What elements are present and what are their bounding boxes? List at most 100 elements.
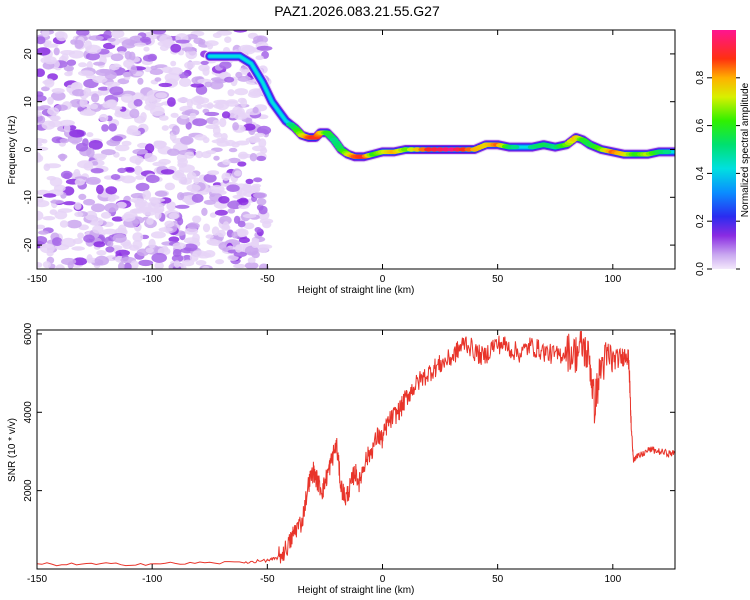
noise-blob <box>38 230 49 235</box>
noise-blob <box>52 237 63 247</box>
noise-blob <box>73 169 81 177</box>
noise-blob <box>107 196 116 202</box>
noise-blob <box>105 81 121 87</box>
noise-blob <box>91 161 99 166</box>
noise-blob <box>72 89 86 97</box>
noise-blob <box>195 260 207 266</box>
noise-blob <box>74 211 84 217</box>
noise-blob <box>37 115 46 124</box>
noise-blob <box>121 140 132 147</box>
noise-blob <box>202 223 211 233</box>
x-tick-label: -150 <box>27 574 47 585</box>
noise-blob <box>84 40 92 51</box>
noise-blob <box>121 39 137 49</box>
noise-blob <box>41 30 50 38</box>
colorbar-strip <box>712 30 736 269</box>
y-tick-label: 2000 <box>23 479 34 502</box>
noise-blob <box>231 231 239 239</box>
noise-blob <box>256 125 272 135</box>
noise-blob <box>249 153 258 162</box>
ridge-point <box>510 144 520 150</box>
noise-blob <box>37 146 49 151</box>
noise-blob <box>63 124 71 133</box>
noise-blob <box>178 177 192 185</box>
noise-blob <box>48 120 63 128</box>
noise-blob <box>64 71 73 77</box>
noise-blob <box>86 132 94 138</box>
noise-blob <box>172 242 186 250</box>
noise-blob <box>108 123 117 132</box>
noise-blob <box>251 250 260 259</box>
noise-blob <box>180 135 194 145</box>
noise-blob <box>128 129 141 136</box>
noise-blob <box>237 161 247 167</box>
noise-blob <box>181 47 197 52</box>
noise-blob <box>238 197 249 206</box>
noise-blob <box>122 241 132 250</box>
noise-blob <box>150 30 167 35</box>
noise-blob <box>44 78 55 88</box>
noise-blob <box>132 148 148 155</box>
noise-blob <box>146 217 154 225</box>
noise-blob <box>83 234 95 243</box>
noise-blob <box>88 140 103 150</box>
noise-blob <box>145 174 160 184</box>
noise-blob <box>145 247 154 254</box>
noise-blob <box>167 148 180 156</box>
noise-blob <box>213 103 225 109</box>
noise-blob <box>37 152 42 162</box>
noise-blob <box>85 176 101 185</box>
noise-blob <box>37 68 45 77</box>
noise-blob <box>102 228 118 235</box>
noise-blob <box>228 147 238 153</box>
noise-blob <box>158 227 173 233</box>
noise-blob <box>201 103 215 108</box>
noise-blob <box>49 177 63 187</box>
x-tick-label: -100 <box>142 574 162 585</box>
noise-blob <box>101 124 109 132</box>
noise-blob <box>142 54 157 62</box>
noise-blob <box>245 178 254 184</box>
noise-blob <box>209 212 217 218</box>
noise-blob <box>43 193 57 198</box>
noise-blob <box>141 95 150 101</box>
noise-blob <box>170 112 179 118</box>
noise-blob <box>233 170 242 177</box>
noise-blob <box>202 67 210 76</box>
snr-panel: -150 -100 -50 0 50 100 2000 4000 6000 Height of … <box>7 322 676 596</box>
y-tick-label: 10 <box>23 96 34 108</box>
noise-blob <box>164 220 175 228</box>
noise-blob <box>66 219 82 229</box>
noise-blob <box>149 68 164 75</box>
noise-blob <box>237 229 247 238</box>
noise-blob <box>224 36 232 43</box>
noise-blob <box>177 192 185 201</box>
noise-blob <box>192 250 207 257</box>
noise-blob <box>78 193 87 200</box>
noise-blob <box>107 37 116 42</box>
noise-blob <box>172 125 180 135</box>
noise-blob <box>206 42 214 50</box>
noise-blob <box>213 155 220 161</box>
noise-blob <box>91 153 108 159</box>
noise-blob <box>214 79 227 84</box>
noise-blob <box>252 185 261 193</box>
noise-blob <box>243 222 255 230</box>
noise-blob <box>144 104 156 111</box>
noise-blob <box>168 212 180 220</box>
noise-blob <box>154 77 162 82</box>
noise-blob <box>121 213 136 222</box>
noise-blob <box>116 46 127 53</box>
noise-blob <box>179 77 192 87</box>
noise-blob <box>167 97 176 107</box>
noise-blob <box>192 118 208 127</box>
noise-blob <box>49 115 61 121</box>
noise-blob <box>183 243 198 252</box>
noise-blob <box>55 264 65 269</box>
snr-ylabel: SNR (10 * v/v) <box>7 418 18 482</box>
noise-blob <box>158 115 169 121</box>
noise-blob <box>129 197 144 203</box>
noise-blob <box>144 66 152 73</box>
noise-blob <box>86 147 95 158</box>
noise-blob <box>205 234 214 239</box>
